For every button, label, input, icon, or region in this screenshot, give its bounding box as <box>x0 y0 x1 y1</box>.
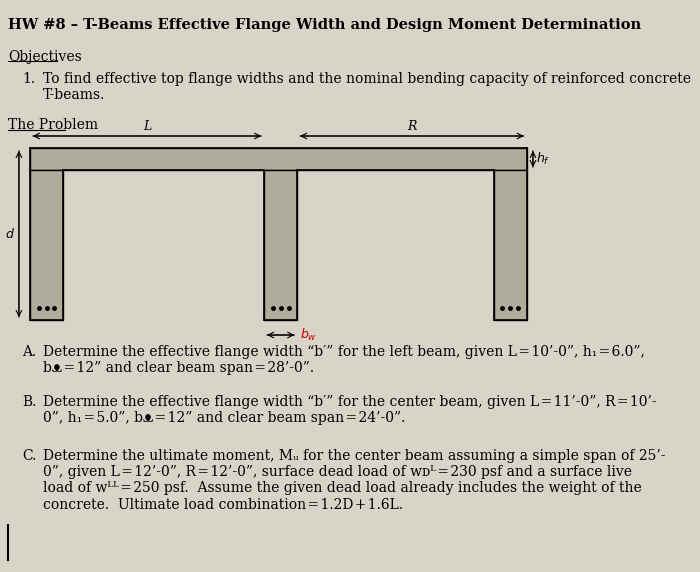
Text: A.: A. <box>22 345 36 359</box>
Text: C.: C. <box>22 449 36 463</box>
Text: Determine the effective flange width “b′” for the center beam, given L = 11’-0”,: Determine the effective flange width “b′… <box>43 395 657 425</box>
Bar <box>30 170 63 320</box>
Text: HW #8 – T-Beams Effective Flange Width and Design Moment Determination: HW #8 – T-Beams Effective Flange Width a… <box>8 18 641 32</box>
Text: Determine the effective flange width “b′” for the left beam, given L = 10’-0”, h: Determine the effective flange width “b′… <box>43 345 645 375</box>
Text: R: R <box>407 120 416 133</box>
Text: $d$: $d$ <box>5 227 15 241</box>
Text: $h_f$: $h_f$ <box>536 151 550 167</box>
Text: To find effective top flange widths and the nominal bending capacity of reinforc: To find effective top flange widths and … <box>43 72 692 102</box>
Text: L: L <box>143 120 151 133</box>
Bar <box>30 148 526 170</box>
Text: B.: B. <box>22 395 36 409</box>
Bar <box>264 170 298 320</box>
Text: Objectives: Objectives <box>8 50 82 64</box>
Bar <box>494 170 526 320</box>
Text: Determine the ultimate moment, Mᵤ for the center beam assuming a simple span of : Determine the ultimate moment, Mᵤ for th… <box>43 449 666 511</box>
Text: $b_w$: $b_w$ <box>300 327 316 343</box>
Text: 1.: 1. <box>22 72 35 86</box>
Text: The Problem: The Problem <box>8 118 98 132</box>
